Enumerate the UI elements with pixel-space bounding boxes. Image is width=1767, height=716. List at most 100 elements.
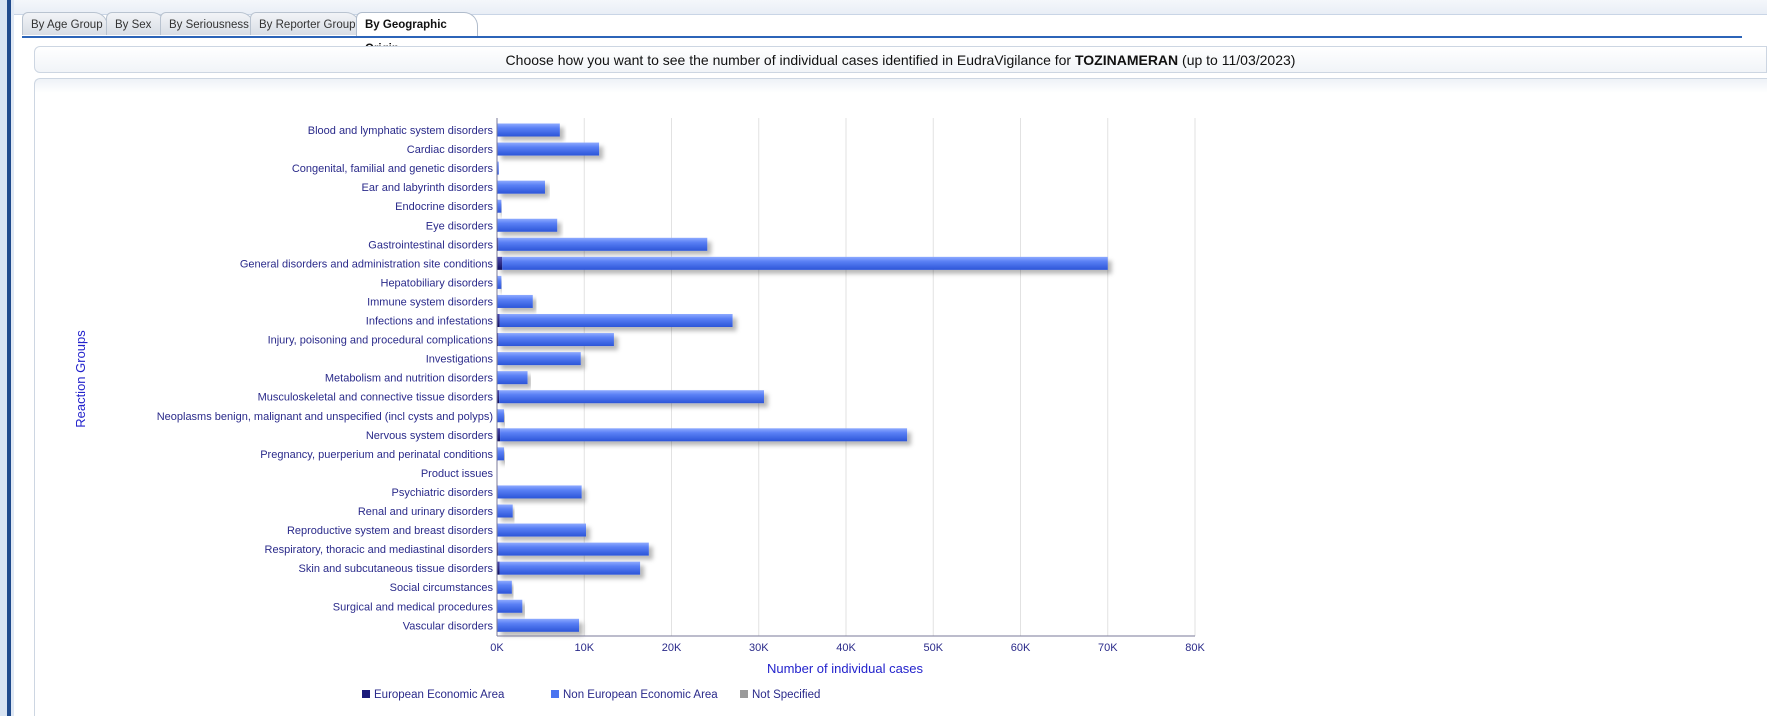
title-product: TOZINAMERAN <box>1074 52 1179 68</box>
category-label: Social circumstances <box>390 582 494 594</box>
tab-by-reporter-group[interactable]: By Reporter Group <box>250 12 360 35</box>
bar-group <box>497 409 504 423</box>
bar-non-european-economic-area[interactable] <box>497 352 581 366</box>
bar-non-european-economic-area[interactable] <box>499 561 641 575</box>
bar-group <box>497 371 528 385</box>
y-axis-title: Reaction Groups <box>73 330 88 428</box>
title-suffix: (up to 11/03/2023) <box>1178 52 1296 68</box>
bar-group <box>497 275 502 289</box>
category-label: Respiratory, thoracic and mediastinal di… <box>265 544 494 556</box>
category-label: Surgical and medical procedures <box>333 601 494 613</box>
bar-non-european-economic-area[interactable] <box>497 275 502 289</box>
bar-non-european-economic-area[interactable] <box>497 409 504 423</box>
tab-by-geographic-origin[interactable]: By Geographic Origin <box>356 12 478 55</box>
bar-non-european-economic-area[interactable] <box>502 256 1108 270</box>
bar-group <box>497 256 1108 270</box>
bar-group <box>497 447 504 461</box>
bar-non-european-economic-area[interactable] <box>497 523 586 537</box>
bar-european-economic-area[interactable] <box>497 561 500 575</box>
bar-group <box>497 580 512 594</box>
category-label: Neoplasms benign, malignant and unspecif… <box>157 411 493 423</box>
bar-non-european-economic-area[interactable] <box>497 580 512 594</box>
category-label: Skin and subcutaneous tissue disorders <box>299 563 494 575</box>
top-strip <box>14 0 1767 15</box>
bar-european-economic-area[interactable] <box>497 237 499 251</box>
category-label: Nervous system disorders <box>366 430 494 442</box>
bar-non-european-economic-area[interactable] <box>497 218 558 232</box>
category-label: Metabolism and nutrition disorders <box>325 373 494 385</box>
bar-group <box>497 218 558 232</box>
category-label: Infections and infestations <box>366 316 494 328</box>
tab-bar: By Age Group By Sex By Seriousness By Re… <box>22 12 1742 55</box>
category-label: General disorders and administration sit… <box>240 258 494 270</box>
category-label: Injury, poisoning and procedural complic… <box>268 335 494 347</box>
bar-group <box>497 314 733 327</box>
bar-european-economic-area[interactable] <box>497 256 503 270</box>
left-frame-bar <box>0 0 14 716</box>
legend-swatch-non-eea <box>551 690 559 698</box>
bar-non-european-economic-area[interactable] <box>499 314 733 327</box>
page-title: Choose how you want to see the number of… <box>34 46 1767 73</box>
bar-non-european-economic-area[interactable] <box>498 542 649 556</box>
bar-group <box>497 142 600 156</box>
category-label: Musculoskeletal and connective tissue di… <box>258 392 494 404</box>
bar-group <box>497 390 764 404</box>
bar-non-european-economic-area[interactable] <box>497 599 523 613</box>
bar-european-economic-area[interactable] <box>497 542 499 556</box>
bar-group <box>497 542 649 556</box>
tab-underline <box>22 36 1742 38</box>
legend-label: Non European Economic Area <box>563 689 718 701</box>
bar-group <box>497 428 908 442</box>
bar-group <box>497 504 513 518</box>
bar-european-economic-area[interactable] <box>497 428 501 442</box>
bar-group <box>497 123 560 137</box>
bar-group <box>497 333 614 347</box>
bar-non-european-economic-area[interactable] <box>498 333 614 347</box>
x-tick-label: 10K <box>574 642 594 654</box>
bar-group <box>497 294 533 308</box>
category-label: Endocrine disorders <box>395 201 493 213</box>
bar-european-economic-area[interactable] <box>497 314 500 327</box>
x-tick-label: 20K <box>662 642 682 654</box>
bar-non-european-economic-area[interactable] <box>497 142 600 156</box>
x-tick-label: 70K <box>1098 642 1118 654</box>
x-tick-label: 0K <box>490 642 504 654</box>
bar-group <box>497 485 582 499</box>
legend-label: Not Specified <box>752 689 820 701</box>
category-label: Vascular disorders <box>403 620 494 632</box>
bar-non-european-economic-area[interactable] <box>497 447 504 461</box>
category-label: Product issues <box>421 468 494 480</box>
category-label: Renal and urinary disorders <box>358 506 494 518</box>
bar-group <box>497 561 641 575</box>
bar-non-european-economic-area[interactable] <box>499 390 764 404</box>
bar-non-european-economic-area[interactable] <box>497 161 499 175</box>
legend-label: European Economic Area <box>374 689 505 701</box>
bar-non-european-economic-area[interactable] <box>497 199 502 213</box>
category-label: Immune system disorders <box>367 296 493 308</box>
bar-european-economic-area[interactable] <box>497 390 500 404</box>
category-label: Investigations <box>426 354 494 366</box>
tab-by-seriousness[interactable]: By Seriousness <box>160 12 254 35</box>
bar-european-economic-area[interactable] <box>497 333 499 347</box>
bar-non-european-economic-area[interactable] <box>497 123 560 137</box>
category-label: Blood and lymphatic system disorders <box>308 125 494 137</box>
bar-group <box>497 180 545 194</box>
bar-non-european-economic-area[interactable] <box>497 180 545 194</box>
category-label: Pregnancy, puerperium and perinatal cond… <box>260 449 493 461</box>
legend-swatch-not-specified <box>740 690 748 698</box>
bar-non-european-economic-area[interactable] <box>500 428 908 442</box>
bar-non-european-economic-area[interactable] <box>497 294 533 308</box>
bar-non-european-economic-area[interactable] <box>497 504 513 518</box>
bar-non-european-economic-area[interactable] <box>497 371 528 385</box>
legend: European Economic Area Non European Econo… <box>362 689 820 701</box>
bar-group <box>497 237 708 251</box>
bar-non-european-economic-area[interactable] <box>497 485 582 499</box>
bar-non-european-economic-area[interactable] <box>497 618 580 632</box>
x-axis-title: Number of individual cases <box>767 661 924 676</box>
category-label: Eye disorders <box>426 220 494 232</box>
bar-group <box>497 618 580 632</box>
title-prefix: Choose how you want to see the number of… <box>505 52 1075 68</box>
tab-by-age-group[interactable]: By Age Group <box>22 12 108 35</box>
bar-non-european-economic-area[interactable] <box>498 237 708 251</box>
